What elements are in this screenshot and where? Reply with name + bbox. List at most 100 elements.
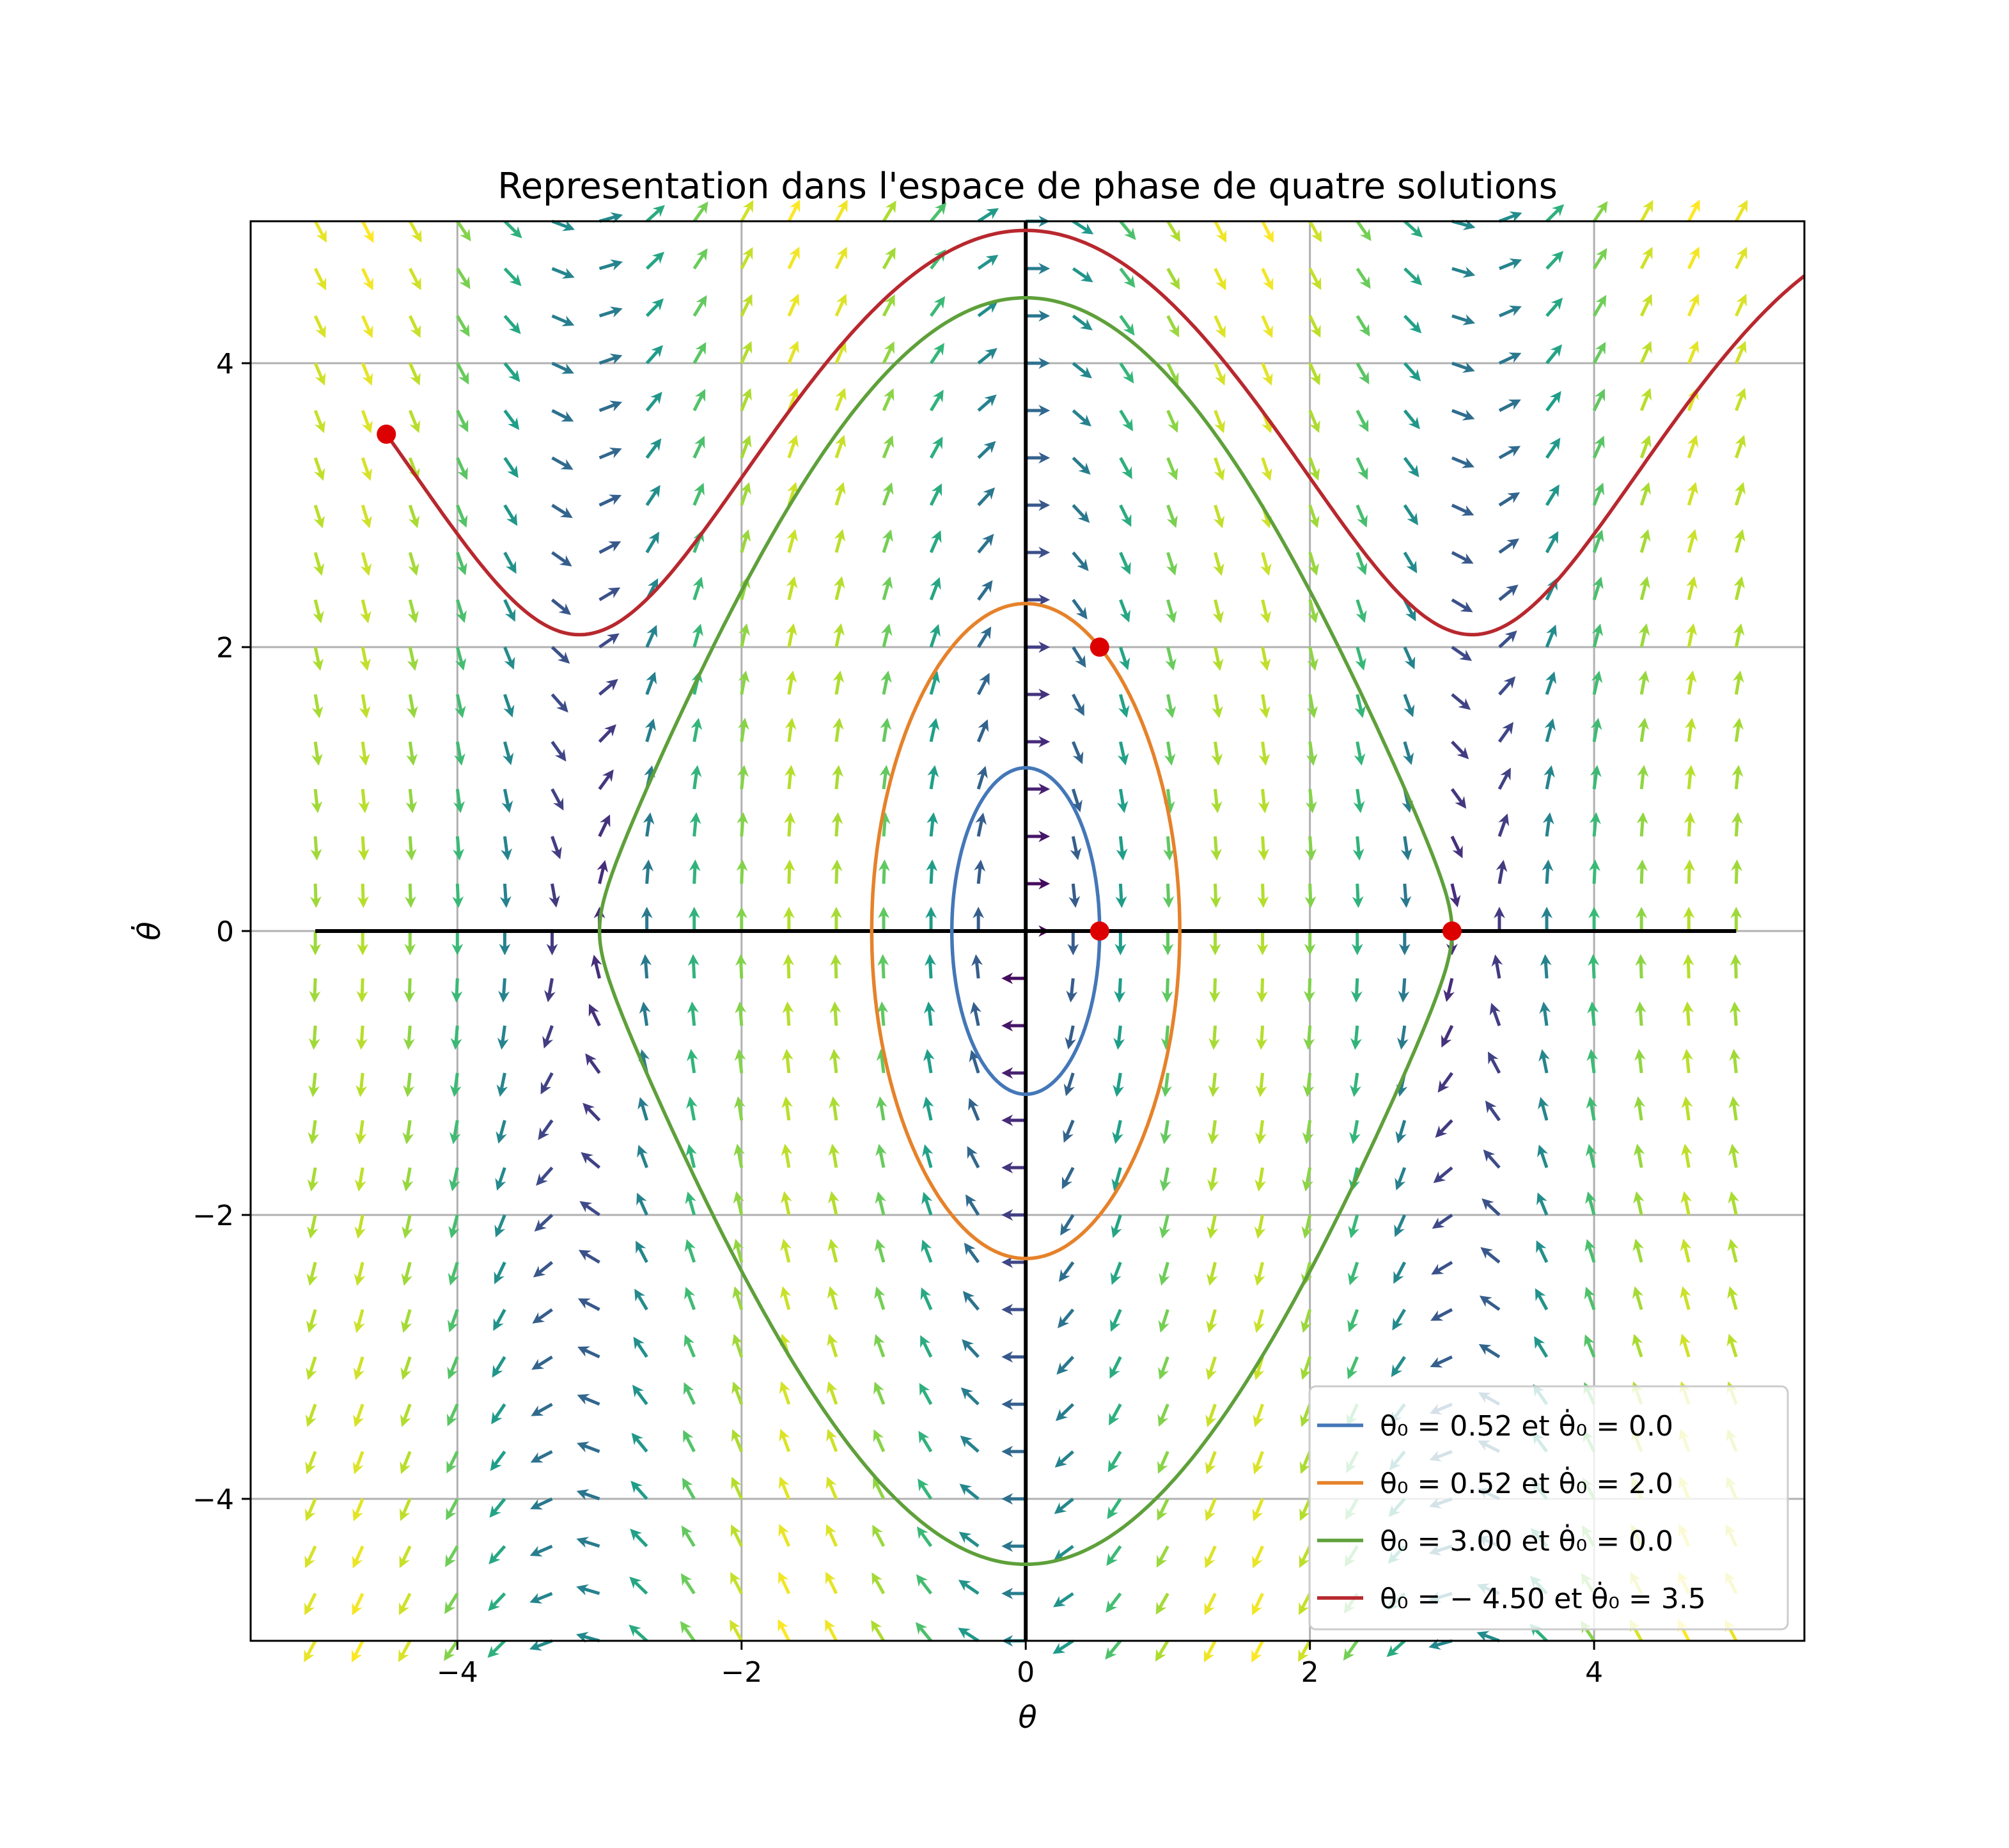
quiver-arrow <box>1115 883 1127 908</box>
arrow-shape <box>1498 538 1520 554</box>
quiver-arrow <box>1498 305 1522 318</box>
arrow-shape <box>778 1619 791 1642</box>
quiver-arrow <box>733 1191 745 1216</box>
arrow-shape <box>923 1001 935 1026</box>
arrow-shape <box>1114 978 1126 1003</box>
arrow-shape <box>1639 482 1651 506</box>
quiver-arrow <box>1001 1540 1026 1552</box>
arrow-shape <box>1166 362 1179 386</box>
arrow-shape <box>786 576 798 600</box>
quiver-arrow <box>1106 1592 1122 1613</box>
x-tick-label: −2 <box>721 1656 762 1689</box>
quiver-arrow <box>829 1001 841 1026</box>
quiver-arrow <box>1431 1260 1453 1275</box>
arrow-shape <box>598 306 623 318</box>
quiver-arrow <box>542 1025 554 1049</box>
quiver-arrow <box>882 247 896 270</box>
quiver-arrow <box>830 954 842 979</box>
arrow-shape <box>977 394 997 412</box>
quiver-arrow <box>313 505 325 529</box>
quiver-arrow <box>1070 836 1082 861</box>
arrow-shape <box>1253 1404 1264 1427</box>
arrow-shape <box>692 435 705 459</box>
arrow-shape <box>591 955 602 979</box>
arrow-shape <box>399 1545 412 1569</box>
quiver-arrow <box>409 220 422 243</box>
quiver-arrow <box>644 765 655 790</box>
arrow-shape <box>356 978 368 1003</box>
arrow-shape <box>1347 1356 1359 1379</box>
arrow-shape <box>361 315 373 338</box>
arrow-shape <box>928 671 941 695</box>
arrow-shape <box>1166 552 1178 576</box>
quiver-arrow <box>1063 1120 1075 1143</box>
arrow-shape <box>358 788 370 813</box>
quiver-arrow <box>1026 594 1051 606</box>
quiver-arrow <box>529 1544 553 1557</box>
arrow-shape <box>361 457 373 481</box>
quiver-arrow <box>1060 1214 1075 1236</box>
quiver-arrow <box>454 741 465 766</box>
quiver-arrow <box>491 1403 506 1425</box>
quiver-arrow <box>1730 907 1742 931</box>
arrow-shape <box>1585 1143 1597 1168</box>
quiver-arrow <box>544 978 556 1003</box>
quiver-arrow <box>832 717 844 742</box>
arrow-shape <box>1111 1214 1122 1239</box>
quiver-arrow <box>834 246 847 270</box>
arrow-shape <box>962 1339 980 1358</box>
quiver-arrow <box>452 883 464 908</box>
quiver-arrow <box>1451 267 1476 278</box>
quiver-arrow <box>730 1572 743 1595</box>
arrow-shape <box>781 1191 792 1216</box>
arrow-shape <box>1679 1333 1691 1358</box>
quiver-arrow <box>834 529 845 553</box>
arrow-shape <box>1210 788 1223 813</box>
arrow-shape <box>1735 246 1747 270</box>
quiver-arrow <box>921 1239 933 1263</box>
quiver-arrow <box>645 718 656 742</box>
arrow-shape <box>638 1049 650 1074</box>
arrow-shape <box>598 724 616 743</box>
arrow-shape <box>740 247 753 270</box>
quiver-arrow <box>530 1450 553 1463</box>
quiver-arrow <box>1497 722 1514 743</box>
quiver-arrow <box>598 769 614 790</box>
quiver-arrow <box>1538 1097 1549 1121</box>
arrow-shape <box>399 1498 412 1521</box>
quiver-arrow <box>409 315 421 338</box>
quiver-arrow <box>1026 878 1051 889</box>
arrow-shape <box>549 883 560 908</box>
quiver-arrow <box>1052 1639 1074 1654</box>
arrow-shape <box>633 1336 648 1358</box>
arrow-shape <box>1204 1592 1217 1616</box>
quiver-arrow <box>403 1025 415 1050</box>
arrow-shape <box>826 1381 838 1405</box>
arrow-shape <box>1072 646 1086 668</box>
arrow-shape <box>1308 267 1322 290</box>
quiver-arrow <box>1256 931 1269 955</box>
quiver-arrow <box>779 1429 791 1452</box>
arrow-shape <box>356 1025 368 1050</box>
arrow-shape <box>1072 504 1090 523</box>
arrow-shape <box>402 1167 414 1192</box>
arrow-shape <box>1633 1143 1645 1168</box>
arrow-shape <box>645 251 665 270</box>
quiver-arrow <box>455 599 467 623</box>
quiver-arrow <box>923 1049 935 1074</box>
arrow-shape <box>308 1025 320 1050</box>
arrow-shape <box>1001 1067 1026 1079</box>
arrow-shape <box>456 505 468 528</box>
arrow-shape <box>779 1286 792 1310</box>
quiver-arrow <box>1256 978 1268 1003</box>
quiver-arrow <box>645 391 662 412</box>
quiver-arrow <box>1116 836 1128 861</box>
quiver-arrow <box>740 482 751 506</box>
arrow-shape <box>1166 409 1178 433</box>
quiver-arrow <box>684 1382 696 1406</box>
quiver-arrow <box>1157 1498 1169 1521</box>
arrow-shape <box>598 587 621 602</box>
arrow-shape <box>916 1574 933 1595</box>
quiver-arrow <box>1214 410 1226 434</box>
arrow-shape <box>1545 671 1556 695</box>
